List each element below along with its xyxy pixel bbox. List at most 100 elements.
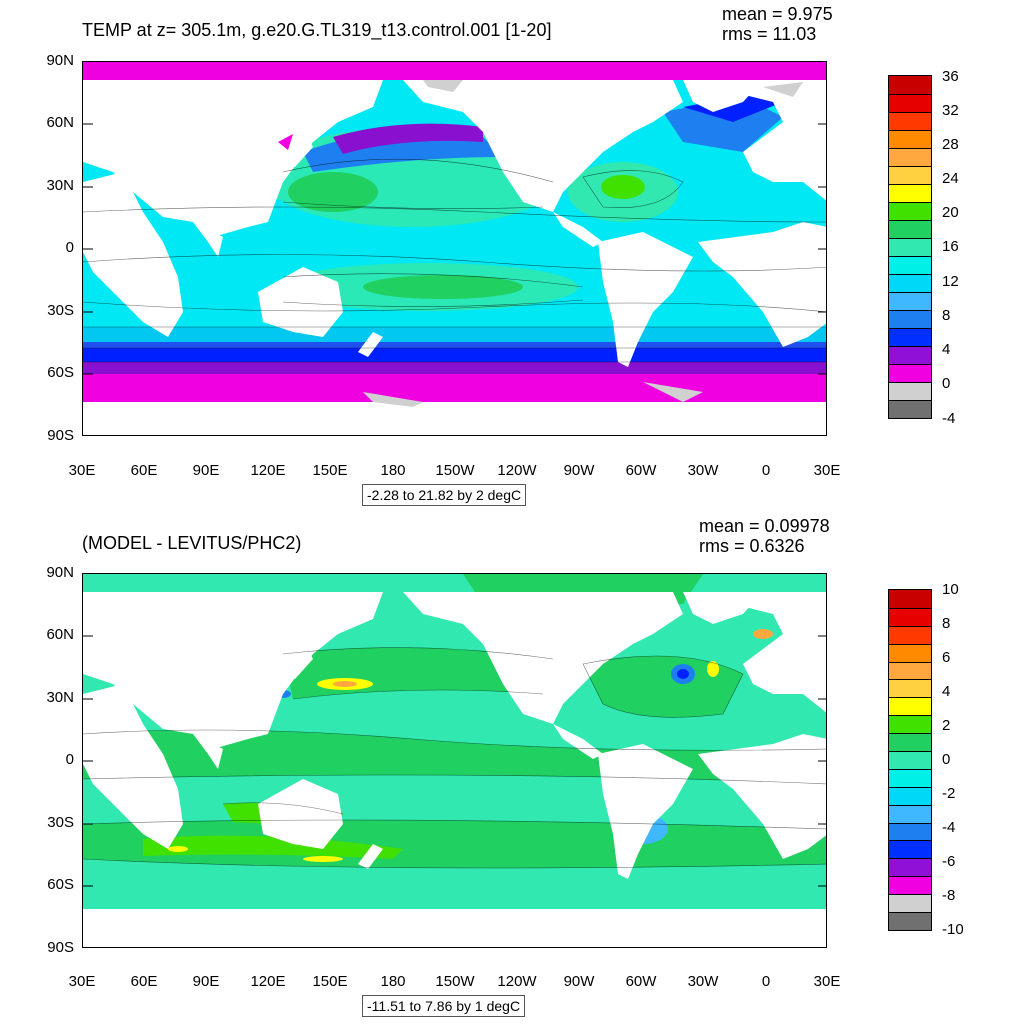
top-colorbar-swatch (889, 148, 931, 166)
top-colorbar-swatch (889, 184, 931, 202)
bottom-map-svg (83, 574, 826, 947)
bottom-colorbar-swatch (889, 661, 931, 680)
bottom-colorbar-swatch (889, 822, 931, 841)
bottom-lon-label: 180 (380, 973, 406, 990)
top-colorbar-swatch (889, 238, 931, 256)
bottom-colorbar-swatch (889, 768, 931, 787)
top-lat-label: 30S (47, 302, 74, 319)
top-colorbar-label: 24 (942, 170, 959, 187)
bottom-map (82, 573, 827, 948)
top-lon-label: 0 (761, 462, 771, 479)
bottom-colorbar-label: 4 (942, 683, 951, 700)
bottom-lon-label: 120E (250, 973, 286, 990)
bottom-colorbar-label: 10 (942, 581, 959, 598)
top-colorbar-swatch (889, 400, 931, 418)
top-colorbar-label: 20 (942, 204, 959, 221)
bottom-lon-label: 150W (435, 973, 475, 990)
top-rms: rms = 11.03 (722, 24, 817, 44)
top-colorbar-swatch (889, 220, 931, 238)
top-colorbar-swatch (889, 328, 931, 346)
top-lon-label: 150W (435, 462, 475, 479)
bottom-lon-label: 30W (687, 973, 719, 990)
bottom-lat-label: 60S (47, 876, 74, 893)
top-colorbar-swatch (889, 202, 931, 220)
bottom-colorbar-swatch (889, 894, 931, 913)
top-lon-label: 30W (687, 462, 719, 479)
top-lat-label: 60N (46, 114, 74, 131)
top-colorbar-label: 16 (942, 238, 959, 255)
bottom-colorbar-swatch (889, 625, 931, 644)
top-lon-label: 120E (250, 462, 286, 479)
bottom-colorbar-label: -6 (942, 853, 956, 870)
bottom-lon-label: 0 (761, 973, 771, 990)
bottom-colorbar-swatch (889, 607, 931, 626)
bottom-lon-label: 30E (813, 973, 841, 990)
top-colorbar-label: 0 (942, 375, 951, 392)
top-colorbar-swatch (889, 130, 931, 148)
top-contour-info: -2.28 to 21.82 by 2 degC (362, 484, 527, 506)
bottom-colorbar-swatch (889, 590, 931, 608)
top-colorbar-swatch (889, 346, 931, 364)
bottom-lon-label: 90E (192, 973, 220, 990)
top-colorbar-swatch (889, 310, 931, 328)
bottom-colorbar-swatch (889, 751, 931, 769)
top-colorbar-swatch (889, 256, 931, 274)
top-lon-label: 60E (130, 462, 158, 479)
top-lat-label: 60S (47, 364, 74, 381)
top-colorbar-label: 12 (942, 273, 959, 290)
top-panel-stats: mean = 9.975 rms = 11.03 (722, 4, 833, 44)
bottom-colorbar-swatch (889, 697, 931, 716)
top-lon-label: 90W (563, 462, 595, 479)
bottom-mean: mean = 0.09978 (699, 516, 830, 536)
bottom-colorbar-label: -10 (942, 921, 964, 938)
bottom-colorbar-swatch (889, 643, 931, 662)
bottom-colorbar-label: -2 (942, 785, 956, 802)
bottom-colorbar-swatch (889, 733, 931, 752)
top-panel-title: TEMP at z= 305.1m, g.e20.G.TL319_t13.con… (82, 20, 552, 40)
top-lon-label: 120W (497, 462, 537, 479)
bottom-colorbar (888, 589, 932, 931)
bottom-lon-label: 120W (497, 973, 537, 990)
top-colorbar (888, 75, 932, 419)
top-colorbar-label: -4 (942, 410, 956, 427)
top-colorbar-swatch (889, 292, 931, 310)
top-colorbar-label: 8 (942, 307, 951, 324)
top-map (82, 61, 827, 436)
bottom-colorbar-swatch (889, 715, 931, 734)
top-lon-label: 30E (68, 462, 96, 479)
top-lat-label: 30N (46, 177, 74, 194)
bottom-colorbar-label: -8 (942, 887, 956, 904)
bottom-lat-label: 30N (46, 689, 74, 706)
top-colorbar-swatch (889, 274, 931, 292)
bottom-colorbar-swatch (889, 840, 931, 859)
bottom-colorbar-swatch (889, 858, 931, 877)
top-colorbar-swatch (889, 76, 931, 94)
top-colorbar-label: 4 (942, 341, 951, 358)
top-lon-label: 180 (380, 462, 406, 479)
bottom-colorbar-label: -4 (942, 819, 956, 836)
bottom-colorbar-label: 8 (942, 615, 951, 632)
bottom-lon-label: 60W (625, 973, 657, 990)
bottom-lat-label: 90N (46, 564, 74, 581)
top-lon-label: 90E (192, 462, 220, 479)
bottom-lat-label: 60N (46, 626, 74, 643)
bottom-lat-label: 30S (47, 814, 74, 831)
top-map-svg (83, 62, 826, 435)
top-panel: TEMP at z= 305.1m, g.e20.G.TL319_t13.con… (46, 4, 959, 506)
bottom-colorbar-label: 0 (942, 751, 951, 768)
bottom-panel: (MODEL - LEVITUS/PHC2) mean = 0.09978 rm… (0, 512, 1024, 1024)
bottom-colorbar-label: 2 (942, 717, 951, 734)
top-colorbar-label: 36 (942, 68, 959, 85)
bottom-colorbar-label: 6 (942, 649, 951, 666)
bottom-colorbar-swatch (889, 912, 931, 930)
bottom-lat-label: 90S (47, 939, 74, 956)
bottom-rms: rms = 0.6326 (699, 536, 805, 556)
bottom-lon-label: 60E (130, 973, 158, 990)
bottom-colorbar-swatch (889, 876, 931, 895)
top-colorbar-label: 28 (942, 136, 959, 153)
bottom-panel-title: (MODEL - LEVITUS/PHC2) (82, 533, 302, 553)
top-lon-label: 150E (312, 462, 348, 479)
top-lat-label: 90N (46, 52, 74, 69)
bottom-colorbar-swatch (889, 804, 931, 823)
top-colorbar-label: 32 (942, 102, 959, 119)
